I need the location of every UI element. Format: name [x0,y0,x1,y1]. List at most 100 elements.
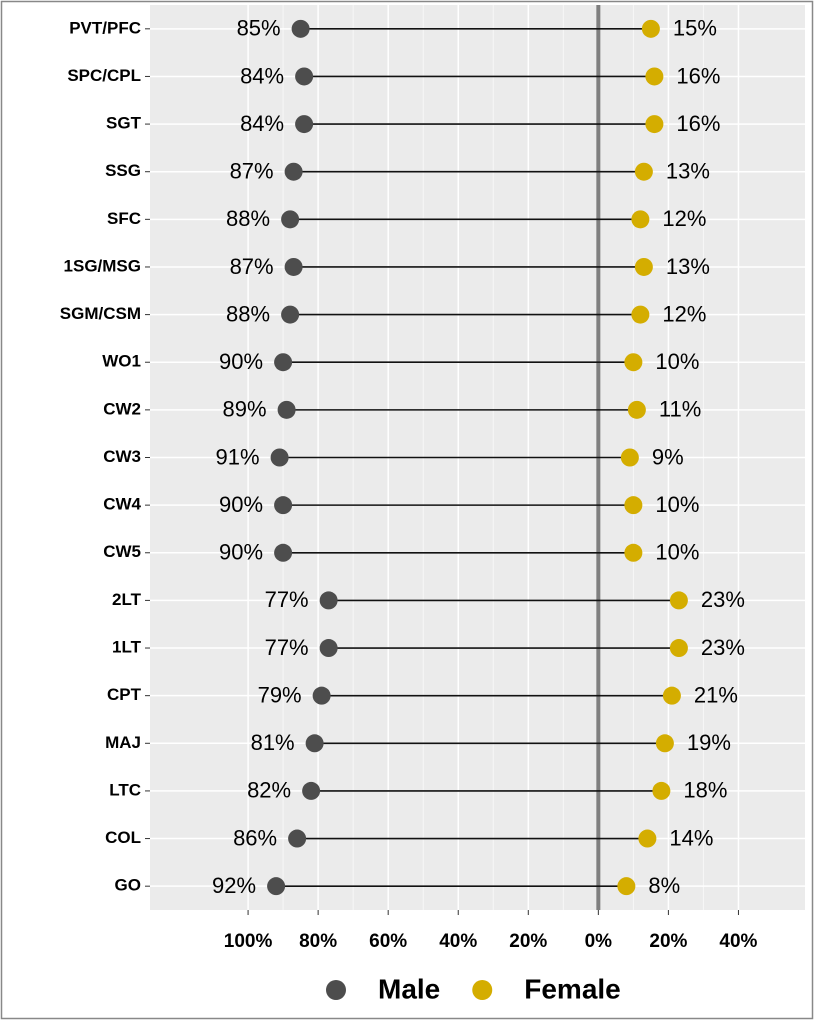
point [281,305,300,324]
x-tick-label: 0% [585,931,613,952]
value-label: 81% [251,730,295,755]
point [284,162,303,181]
x-tick-label: 40% [719,931,757,952]
point [652,781,671,800]
point [624,353,643,372]
point [617,877,636,896]
point [624,543,643,562]
y-tick-label: CW3 [103,447,141,466]
value-label: 90% [219,492,263,517]
point [645,67,664,86]
value-label: 10% [655,349,699,374]
value-label: 87% [230,159,274,184]
point [302,781,321,800]
value-label: 12% [662,301,706,326]
value-label: 21% [694,682,738,707]
value-label: 18% [683,778,727,803]
point [638,829,657,848]
point [655,734,674,753]
value-label: 84% [240,63,284,88]
point [641,19,660,38]
value-label: 85% [237,16,281,41]
value-label: 10% [655,540,699,565]
x-tick-label: 20% [509,931,547,952]
x-tick-label: 20% [649,931,687,952]
y-tick-label: SFC [107,209,141,228]
y-tick-label: WO1 [102,352,141,371]
value-label: 23% [701,635,745,660]
point [291,19,310,38]
point [669,639,688,658]
y-tick-label: 1LT [112,638,142,657]
y-tick-label: CW5 [103,542,141,561]
value-label: 13% [666,254,710,279]
value-label: 23% [701,587,745,612]
point [274,496,293,515]
y-tick-label: PVT/PFC [69,18,141,37]
x-tick-label: 100% [224,931,273,952]
point [295,115,314,134]
point [295,67,314,86]
y-tick-label: CW4 [103,495,141,514]
point [631,305,650,324]
legend-swatch [326,980,346,1000]
point [277,400,296,419]
legend-label: Male [378,973,440,1004]
value-label: 88% [226,206,270,231]
point [624,496,643,515]
value-label: 79% [258,682,302,707]
value-label: 88% [226,301,270,326]
y-tick-label: 2LT [112,590,142,609]
value-label: 15% [673,16,717,41]
value-label: 91% [216,444,260,469]
value-label: 92% [212,873,256,898]
y-tick-label: SGM/CSM [60,304,141,323]
point [284,257,303,276]
value-label: 13% [666,159,710,184]
point [634,257,653,276]
point [274,543,293,562]
value-label: 86% [233,825,277,850]
y-tick-label: LTC [109,780,141,799]
point [267,877,286,896]
value-label: 84% [240,111,284,136]
point [620,448,639,467]
y-tick-label: SSG [105,161,141,180]
value-label: 90% [219,349,263,374]
point [634,162,653,181]
legend-swatch [472,980,493,1000]
value-label: 19% [687,730,731,755]
value-label: 16% [676,111,720,136]
value-label: 16% [676,63,720,88]
value-label: 77% [265,587,309,612]
value-label: 10% [655,492,699,517]
point [631,210,650,229]
y-tick-label: SGT [106,114,142,133]
point [270,448,289,467]
point [627,400,646,419]
point [662,686,681,705]
point [319,591,338,610]
value-label: 87% [230,254,274,279]
x-tick-label: 80% [299,931,337,952]
value-label: 9% [652,444,684,469]
value-label: 90% [219,540,263,565]
value-label: 11% [659,397,701,422]
y-tick-label: SPC/CPL [67,66,141,85]
point [669,591,688,610]
point [312,686,331,705]
y-tick-label: COL [105,828,141,847]
x-tick-label: 40% [439,931,477,952]
value-label: 82% [247,778,291,803]
value-label: 14% [669,825,713,850]
point [305,734,324,753]
y-tick-label: CW2 [103,399,141,418]
value-label: 8% [648,873,680,898]
point [281,210,300,229]
value-label: 77% [265,635,309,660]
y-tick-label: CPT [107,685,142,704]
y-tick-label: MAJ [105,733,141,752]
point [274,353,293,372]
point [288,829,307,848]
